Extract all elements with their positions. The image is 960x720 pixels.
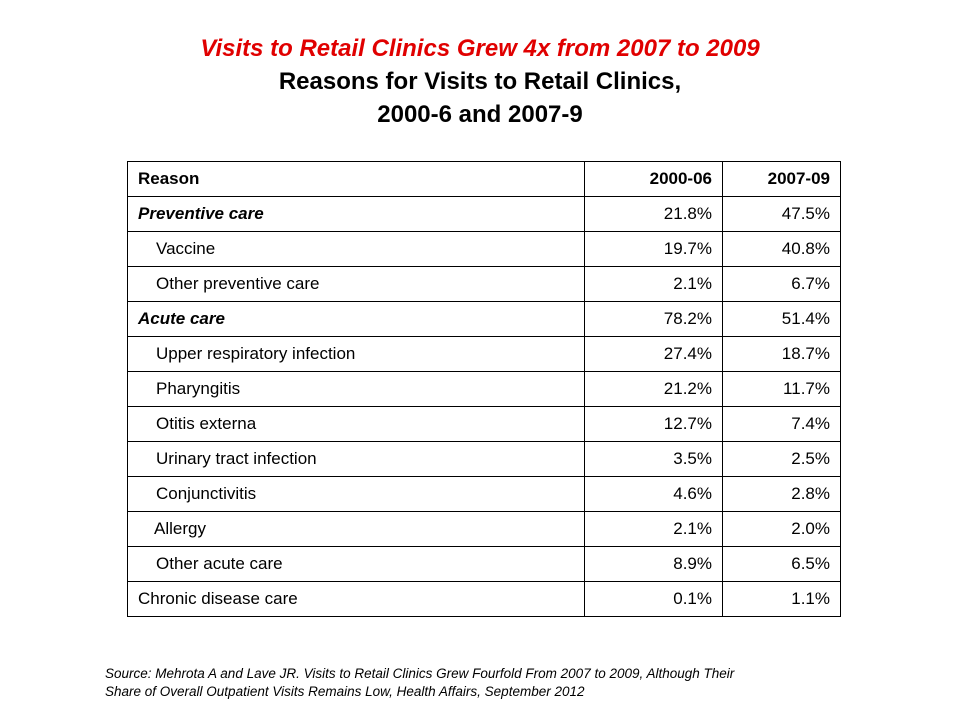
table-row: Preventive care 21.8% 47.5% xyxy=(127,196,841,232)
source-line: Source: Mehrota A and Lave JR. Visits to… xyxy=(105,666,735,681)
table-row: Upper respiratory infection 27.4% 18.7% xyxy=(127,336,841,372)
table-title-line-1: Reasons for Visits to Retail Clinics, xyxy=(278,68,682,95)
value-2007-09: 7.4% xyxy=(722,406,841,442)
value-2007-09: 11.7% xyxy=(722,371,841,407)
row-label: Pharyngitis xyxy=(127,371,585,407)
value-2007-09: 51.4% xyxy=(722,301,841,337)
value-2000-06: 0.1% xyxy=(584,581,723,617)
row-label: Other acute care xyxy=(127,546,585,582)
value-2000-06: 3.5% xyxy=(584,441,723,477)
row-label: Chronic disease care xyxy=(127,581,585,617)
row-label: Other preventive care xyxy=(127,266,585,302)
value-2000-06: 4.6% xyxy=(584,476,723,512)
slide-title: Visits to Retail Clinics Grew 4x from 20… xyxy=(200,35,760,62)
table-row: Chronic disease care 0.1% 1.1% xyxy=(127,581,841,617)
value-2000-06: 2.1% xyxy=(584,266,723,302)
row-label: Acute care xyxy=(127,301,585,337)
source-citation: Source: Mehrota A and Lave JR. Visits to… xyxy=(105,665,885,701)
row-label: Conjunctivitis xyxy=(127,476,585,512)
value-2007-09: 6.5% xyxy=(722,546,841,582)
row-label: Vaccine xyxy=(127,231,585,267)
table-row: Pharyngitis 21.2% 11.7% xyxy=(127,371,841,407)
value-2007-09: 2.8% xyxy=(722,476,841,512)
value-2007-09: 2.5% xyxy=(722,441,841,477)
value-2000-06: 2.1% xyxy=(584,511,723,547)
value-2000-06: 8.9% xyxy=(584,546,723,582)
slide-titles: Visits to Retail Clinics Grew 4x from 20… xyxy=(0,32,960,131)
value-2007-09: 40.8% xyxy=(722,231,841,267)
value-2000-06: 27.4% xyxy=(584,336,723,372)
header-2000-06: 2000-06 xyxy=(584,161,723,197)
value-2000-06: 21.2% xyxy=(584,371,723,407)
value-2007-09: 47.5% xyxy=(722,196,841,232)
table-row: Urinary tract infection 3.5% 2.5% xyxy=(127,441,841,477)
value-2007-09: 18.7% xyxy=(722,336,841,372)
row-label: Upper respiratory infection xyxy=(127,336,585,372)
table-title-line-2: 2000-6 and 2007-9 xyxy=(377,101,583,128)
source-line: Share of Overall Outpatient Visits Remai… xyxy=(105,684,585,699)
row-label: Otitis externa xyxy=(127,406,585,442)
header-reason: Reason xyxy=(127,161,585,197)
value-2007-09: 2.0% xyxy=(722,511,841,547)
table-row: Conjunctivitis 4.6% 2.8% xyxy=(127,476,841,512)
table-row: Acute care 78.2% 51.4% xyxy=(127,301,841,337)
value-2000-06: 78.2% xyxy=(584,301,723,337)
row-label: Preventive care xyxy=(127,196,585,232)
value-2000-06: 12.7% xyxy=(584,406,723,442)
reasons-table: Reason 2000-06 2007-09 Preventive care 2… xyxy=(127,161,841,617)
table-header-row: Reason 2000-06 2007-09 xyxy=(127,161,841,197)
value-2000-06: 21.8% xyxy=(584,196,723,232)
table-row: Other preventive care 2.1% 6.7% xyxy=(127,266,841,302)
row-label: Urinary tract infection xyxy=(127,441,585,477)
row-label: Allergy xyxy=(127,511,585,547)
table-row: Other acute care 8.9% 6.5% xyxy=(127,546,841,582)
value-2000-06: 19.7% xyxy=(584,231,723,267)
value-2007-09: 1.1% xyxy=(722,581,841,617)
table-row: Allergy 2.1% 2.0% xyxy=(127,511,841,547)
header-2007-09: 2007-09 xyxy=(722,161,841,197)
table-row: Vaccine 19.7% 40.8% xyxy=(127,231,841,267)
table-row: Otitis externa 12.7% 7.4% xyxy=(127,406,841,442)
value-2007-09: 6.7% xyxy=(722,266,841,302)
